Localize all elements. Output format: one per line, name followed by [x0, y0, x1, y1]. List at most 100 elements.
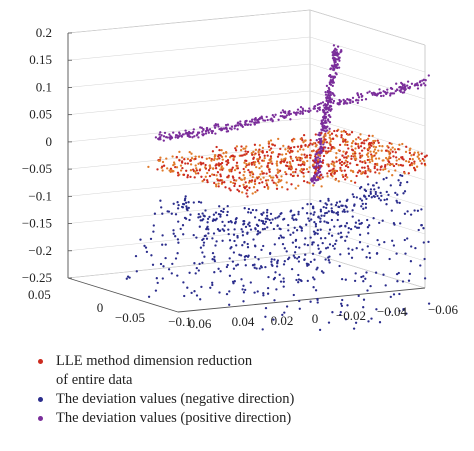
point-positive	[373, 92, 376, 95]
point-lle	[200, 175, 203, 178]
point-negative	[195, 294, 199, 297]
point-negative	[367, 320, 370, 323]
point-negative	[325, 211, 329, 215]
point-negative	[391, 239, 394, 242]
legend-item-negative: The deviation values (negative direction…	[38, 390, 458, 409]
point-lle	[297, 163, 300, 167]
point-lle	[366, 175, 369, 178]
point-lle	[364, 161, 367, 165]
point-positive	[217, 125, 220, 128]
point-positive	[394, 89, 397, 93]
point-negative	[177, 220, 180, 223]
point-positive	[162, 135, 166, 138]
point-lle	[161, 169, 164, 172]
point-positive	[182, 133, 185, 136]
point-lle	[236, 164, 239, 168]
point-lle	[240, 178, 244, 182]
point-lle	[374, 145, 378, 149]
point-lle	[293, 145, 296, 149]
point-negative	[199, 201, 203, 204]
point-negative	[201, 261, 204, 264]
point-lle	[227, 161, 230, 164]
point-lle	[268, 170, 271, 174]
point-negative	[179, 227, 182, 231]
point-lle	[341, 173, 344, 177]
point-negative	[319, 220, 322, 223]
point-negative	[205, 227, 209, 230]
point-negative	[281, 242, 285, 246]
point-negative	[274, 271, 277, 274]
point-lle	[309, 142, 312, 145]
point-negative	[211, 237, 214, 240]
point-negative	[291, 217, 294, 220]
point-negative	[255, 209, 258, 212]
point-negative	[128, 276, 131, 279]
point-negative	[305, 212, 309, 215]
point-lle	[217, 185, 220, 188]
point-positive	[189, 135, 192, 138]
point-lle	[277, 178, 281, 181]
point-lle	[363, 166, 366, 169]
point-negative	[328, 255, 331, 258]
point-positive	[308, 107, 311, 110]
point-lle	[273, 144, 277, 147]
point-lle	[329, 143, 332, 147]
z-tick-label: −0.05	[22, 161, 52, 176]
point-positive	[340, 48, 343, 52]
point-lle	[244, 150, 247, 153]
point-lle	[407, 172, 410, 175]
point-lle	[322, 146, 326, 149]
point-lle	[212, 173, 216, 177]
point-lle	[256, 177, 259, 180]
point-lle	[363, 160, 366, 163]
point-lle	[312, 142, 315, 145]
point-lle	[417, 153, 421, 156]
point-lle	[213, 181, 216, 185]
point-positive	[334, 71, 337, 75]
point-negative	[350, 256, 354, 259]
point-negative	[248, 224, 251, 228]
point-lle	[269, 139, 273, 142]
point-lle	[175, 155, 178, 159]
point-positive	[329, 81, 332, 84]
point-negative	[154, 289, 158, 292]
point-negative	[379, 199, 382, 202]
point-negative	[261, 220, 265, 223]
point-lle	[340, 136, 343, 139]
point-positive	[284, 111, 287, 115]
point-positive	[400, 81, 403, 85]
point-negative	[176, 274, 179, 277]
point-negative	[369, 284, 372, 288]
point-negative	[420, 224, 423, 227]
point-positive	[281, 109, 285, 112]
point-positive	[313, 107, 316, 110]
point-negative	[313, 220, 316, 224]
point-negative	[187, 206, 190, 210]
point-negative	[150, 254, 153, 257]
point-positive	[159, 138, 162, 141]
point-negative	[327, 321, 331, 324]
point-lle	[296, 145, 300, 148]
point-lle	[176, 171, 180, 174]
point-lle	[209, 166, 212, 169]
point-positive	[235, 124, 238, 127]
point-positive	[236, 128, 239, 131]
point-lle	[371, 134, 374, 138]
point-negative	[264, 217, 267, 220]
point-lle	[321, 176, 324, 179]
point-negative	[242, 219, 245, 223]
point-lle	[170, 169, 173, 172]
point-lle	[231, 166, 234, 169]
point-lle	[303, 153, 306, 156]
point-lle	[208, 174, 212, 178]
point-positive	[236, 121, 240, 124]
point-lle	[245, 192, 248, 195]
point-lle	[211, 150, 215, 153]
point-negative	[251, 264, 255, 267]
point-lle	[254, 190, 257, 194]
point-positive	[165, 136, 168, 139]
point-lle	[360, 155, 363, 158]
point-negative	[206, 217, 210, 221]
point-lle	[248, 162, 251, 165]
point-lle	[245, 159, 248, 163]
